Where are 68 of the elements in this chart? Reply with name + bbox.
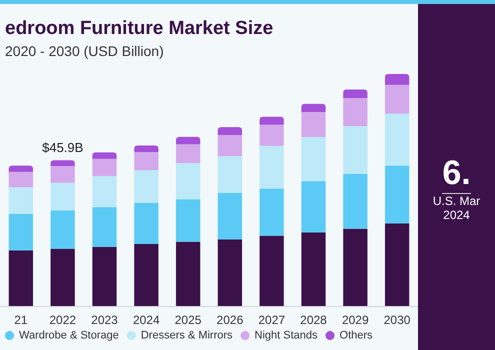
bar: [92, 158, 117, 176]
bar: [134, 244, 158, 306]
x-tick-label: 2030: [384, 313, 411, 327]
x-tick-label: 2024: [132, 313, 160, 327]
bar: [92, 207, 117, 247]
bar: [134, 202, 158, 244]
chart-subtitle: 2020 - 2030 (USD Billion): [5, 43, 164, 59]
x-tick-label: 21: [14, 313, 28, 327]
bar: [384, 166, 410, 224]
legend-label: Dressers & Mirrors: [140, 330, 234, 342]
bar: [301, 232, 326, 306]
bar: [92, 246, 117, 306]
bar: [343, 90, 368, 98]
bar: [301, 104, 326, 112]
x-tick-label: 2022: [49, 313, 76, 327]
bar: [92, 176, 117, 208]
bar: [176, 136, 200, 144]
bar: [50, 166, 75, 183]
x-tick-label: 2029: [342, 313, 369, 327]
bar: [8, 172, 34, 188]
bar: [176, 199, 200, 242]
side-panel: 6. U.S. Mar 2024: [418, 4, 495, 350]
bar: [384, 84, 410, 114]
bar: [134, 170, 158, 203]
bar: [301, 137, 326, 182]
bar: [50, 182, 75, 210]
bar: [343, 228, 368, 306]
bar: [218, 156, 242, 194]
bar: [260, 116, 284, 125]
bar: [8, 214, 34, 251]
annotation: $45.9B: [42, 140, 84, 155]
bar: [218, 239, 242, 306]
bar: [134, 145, 158, 152]
legend-label: Night Stands: [254, 330, 318, 342]
bar: [260, 124, 284, 146]
bar: [8, 187, 34, 214]
bar: [384, 114, 410, 166]
x-tick-label: 2023: [91, 313, 118, 327]
bar: [50, 248, 75, 306]
bar: [343, 174, 368, 229]
legend-label: Others: [340, 330, 374, 342]
bar: [260, 236, 284, 306]
bar: [218, 127, 242, 136]
bar: [301, 181, 326, 232]
bar: [8, 250, 34, 306]
chart-title: edroom Furniture Market Size: [5, 18, 274, 39]
bar: [50, 210, 75, 249]
bar: [176, 144, 200, 164]
bar: [218, 135, 242, 156]
bar: [176, 242, 200, 306]
x-tick-label: 2027: [258, 313, 286, 327]
bar: [301, 112, 326, 138]
x-tick-label: 2028: [300, 313, 328, 327]
bar: [260, 146, 284, 189]
bar: [343, 126, 368, 174]
bar: [176, 163, 200, 200]
x-tick-label: 2026: [216, 313, 244, 327]
bar: [92, 152, 117, 159]
bar: [384, 74, 410, 85]
bar: [343, 98, 368, 126]
bar: [134, 152, 158, 170]
legend-label: Wardrobe & Storage: [19, 330, 119, 342]
bar: [218, 193, 242, 240]
x-tick-label: 2025: [174, 313, 202, 327]
bar: [50, 160, 75, 166]
bar: [260, 188, 284, 236]
bar: [8, 166, 34, 172]
bar: [384, 223, 410, 306]
